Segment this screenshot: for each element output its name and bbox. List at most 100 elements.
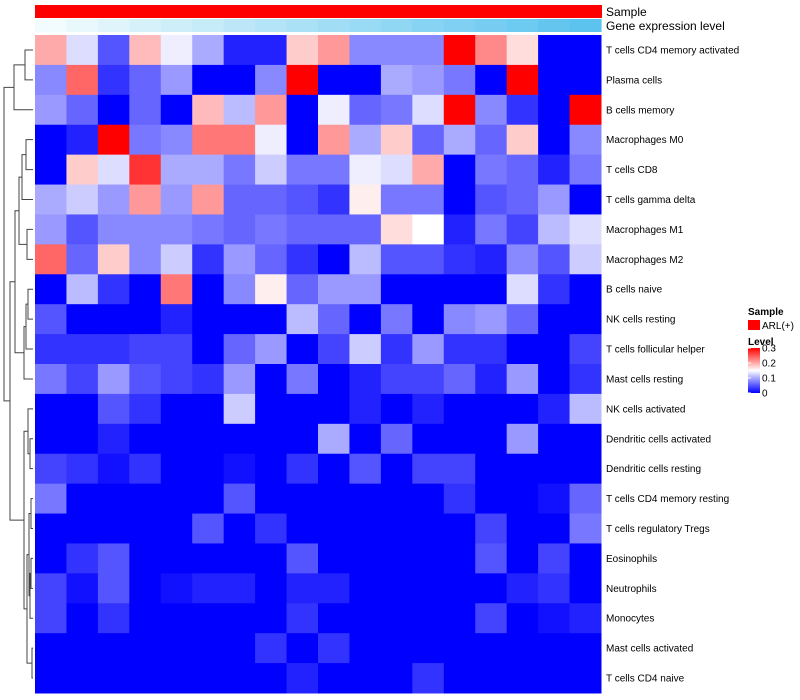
heatmap-cell (443, 184, 476, 215)
heatmap-cell (475, 663, 508, 694)
heatmap-cell (538, 124, 571, 156)
heatmap-cell (160, 64, 193, 96)
heatmap-cell (412, 573, 445, 604)
heatmap-cell (129, 423, 162, 455)
heatmap-cell (255, 154, 288, 186)
heatmap-cell (66, 124, 99, 156)
heatmap-cell (66, 334, 99, 365)
legend-tick-label: 0.1 (762, 374, 776, 385)
legend-sample-swatch (748, 320, 760, 330)
heatmap-cell (255, 633, 288, 664)
heatmap-cell (475, 603, 508, 634)
heatmap-cell (380, 364, 413, 395)
heatmap-cell (255, 94, 288, 126)
heatmap-cell (412, 304, 445, 335)
heatmap-cells (35, 35, 602, 694)
heatmap-cell (475, 393, 508, 425)
heatmap-cell (286, 603, 319, 634)
heatmap-cell (349, 334, 382, 365)
legend: Sample ARL(+) Level 0.3 0.2 0.1 0 (748, 307, 794, 400)
heatmap-cell (223, 453, 256, 485)
heatmap-cell (223, 94, 256, 126)
heatmap-cell (569, 453, 602, 485)
heatmap-cell (160, 663, 193, 694)
heatmap-cell (569, 573, 602, 604)
heatmap-cell (129, 633, 162, 664)
heatmap-cell (475, 244, 508, 275)
heatmap-cell (97, 304, 130, 335)
heatmap-cell (129, 64, 162, 96)
heatmap-cell (97, 603, 130, 634)
heatmap-cell (97, 244, 130, 275)
legend-level-ticks: 0.3 0.2 0.1 0 (748, 344, 776, 400)
heatmap-cell (475, 184, 508, 215)
heatmap-cell (569, 124, 602, 156)
heatmap-cell (97, 453, 130, 485)
heatmap-cell (538, 453, 571, 485)
heatmap-cell (349, 513, 382, 544)
heatmap-cell (349, 64, 382, 96)
heatmap-cell (380, 543, 413, 574)
heatmap-cell (97, 334, 130, 365)
heatmap-cell (129, 393, 162, 425)
heatmap-cell (35, 334, 67, 365)
heatmap-cell (349, 154, 382, 186)
heatmap-cell (129, 334, 162, 365)
legend-tick-label: 0.3 (762, 344, 776, 355)
heatmap-cell (349, 393, 382, 425)
heatmap-cell (380, 244, 413, 275)
heatmap-cell (97, 154, 130, 186)
heatmap-cell (66, 513, 99, 544)
heatmap-cell (35, 304, 67, 335)
annotation-cell-gene-expression (380, 19, 413, 32)
heatmap-cell (66, 543, 99, 574)
heatmap-cell (255, 663, 288, 694)
heatmap-cell (35, 603, 67, 634)
heatmap-cell (318, 244, 350, 275)
heatmap-cell (223, 274, 256, 305)
heatmap-cell (192, 543, 225, 574)
heatmap-cell (412, 214, 445, 245)
heatmap-cell (412, 184, 445, 215)
heatmap-cell (349, 184, 382, 215)
dendrogram-branch (27, 288, 33, 320)
heatmap-cell (35, 154, 67, 186)
heatmap-cell (35, 214, 67, 245)
heatmap-cell (66, 573, 99, 604)
row-label: T cells gamma delta (606, 195, 696, 206)
heatmap-cell (255, 244, 288, 275)
heatmap-cell (538, 184, 571, 215)
heatmap-cell (223, 663, 256, 694)
heatmap-cell (475, 423, 508, 455)
heatmap-cell (475, 364, 508, 395)
heatmap-cell (443, 603, 476, 634)
heatmap-cell (286, 64, 319, 96)
heatmap-cell (538, 304, 571, 335)
heatmap-cell (35, 94, 67, 126)
heatmap-cell (160, 483, 193, 515)
heatmap-cell (538, 663, 571, 694)
heatmap-cell (129, 543, 162, 574)
row-label: T cells CD4 memory activated (606, 46, 739, 57)
heatmap-cell (506, 124, 539, 156)
heatmap-cell (192, 453, 225, 485)
heatmap-cell (286, 214, 319, 245)
heatmap-cell (380, 633, 413, 664)
row-label: Monocytes (606, 614, 654, 625)
heatmap-cell (380, 35, 413, 66)
heatmap-cell (192, 304, 225, 335)
row-label: Mast cells resting (606, 375, 683, 386)
annotation-cell-gene-expression (443, 19, 476, 32)
heatmap-cell (506, 633, 539, 664)
row-label: Macrophages M1 (606, 225, 684, 236)
heatmap-cell (66, 94, 99, 126)
heatmap-cell (97, 274, 130, 305)
heatmap-cell (349, 35, 382, 66)
heatmap-cell (349, 453, 382, 485)
heatmap-cell (349, 94, 382, 126)
dendrogram-branch (3, 86, 14, 402)
heatmap-cell (380, 603, 413, 634)
heatmap-cell (506, 154, 539, 186)
heatmap-cell (286, 274, 319, 305)
